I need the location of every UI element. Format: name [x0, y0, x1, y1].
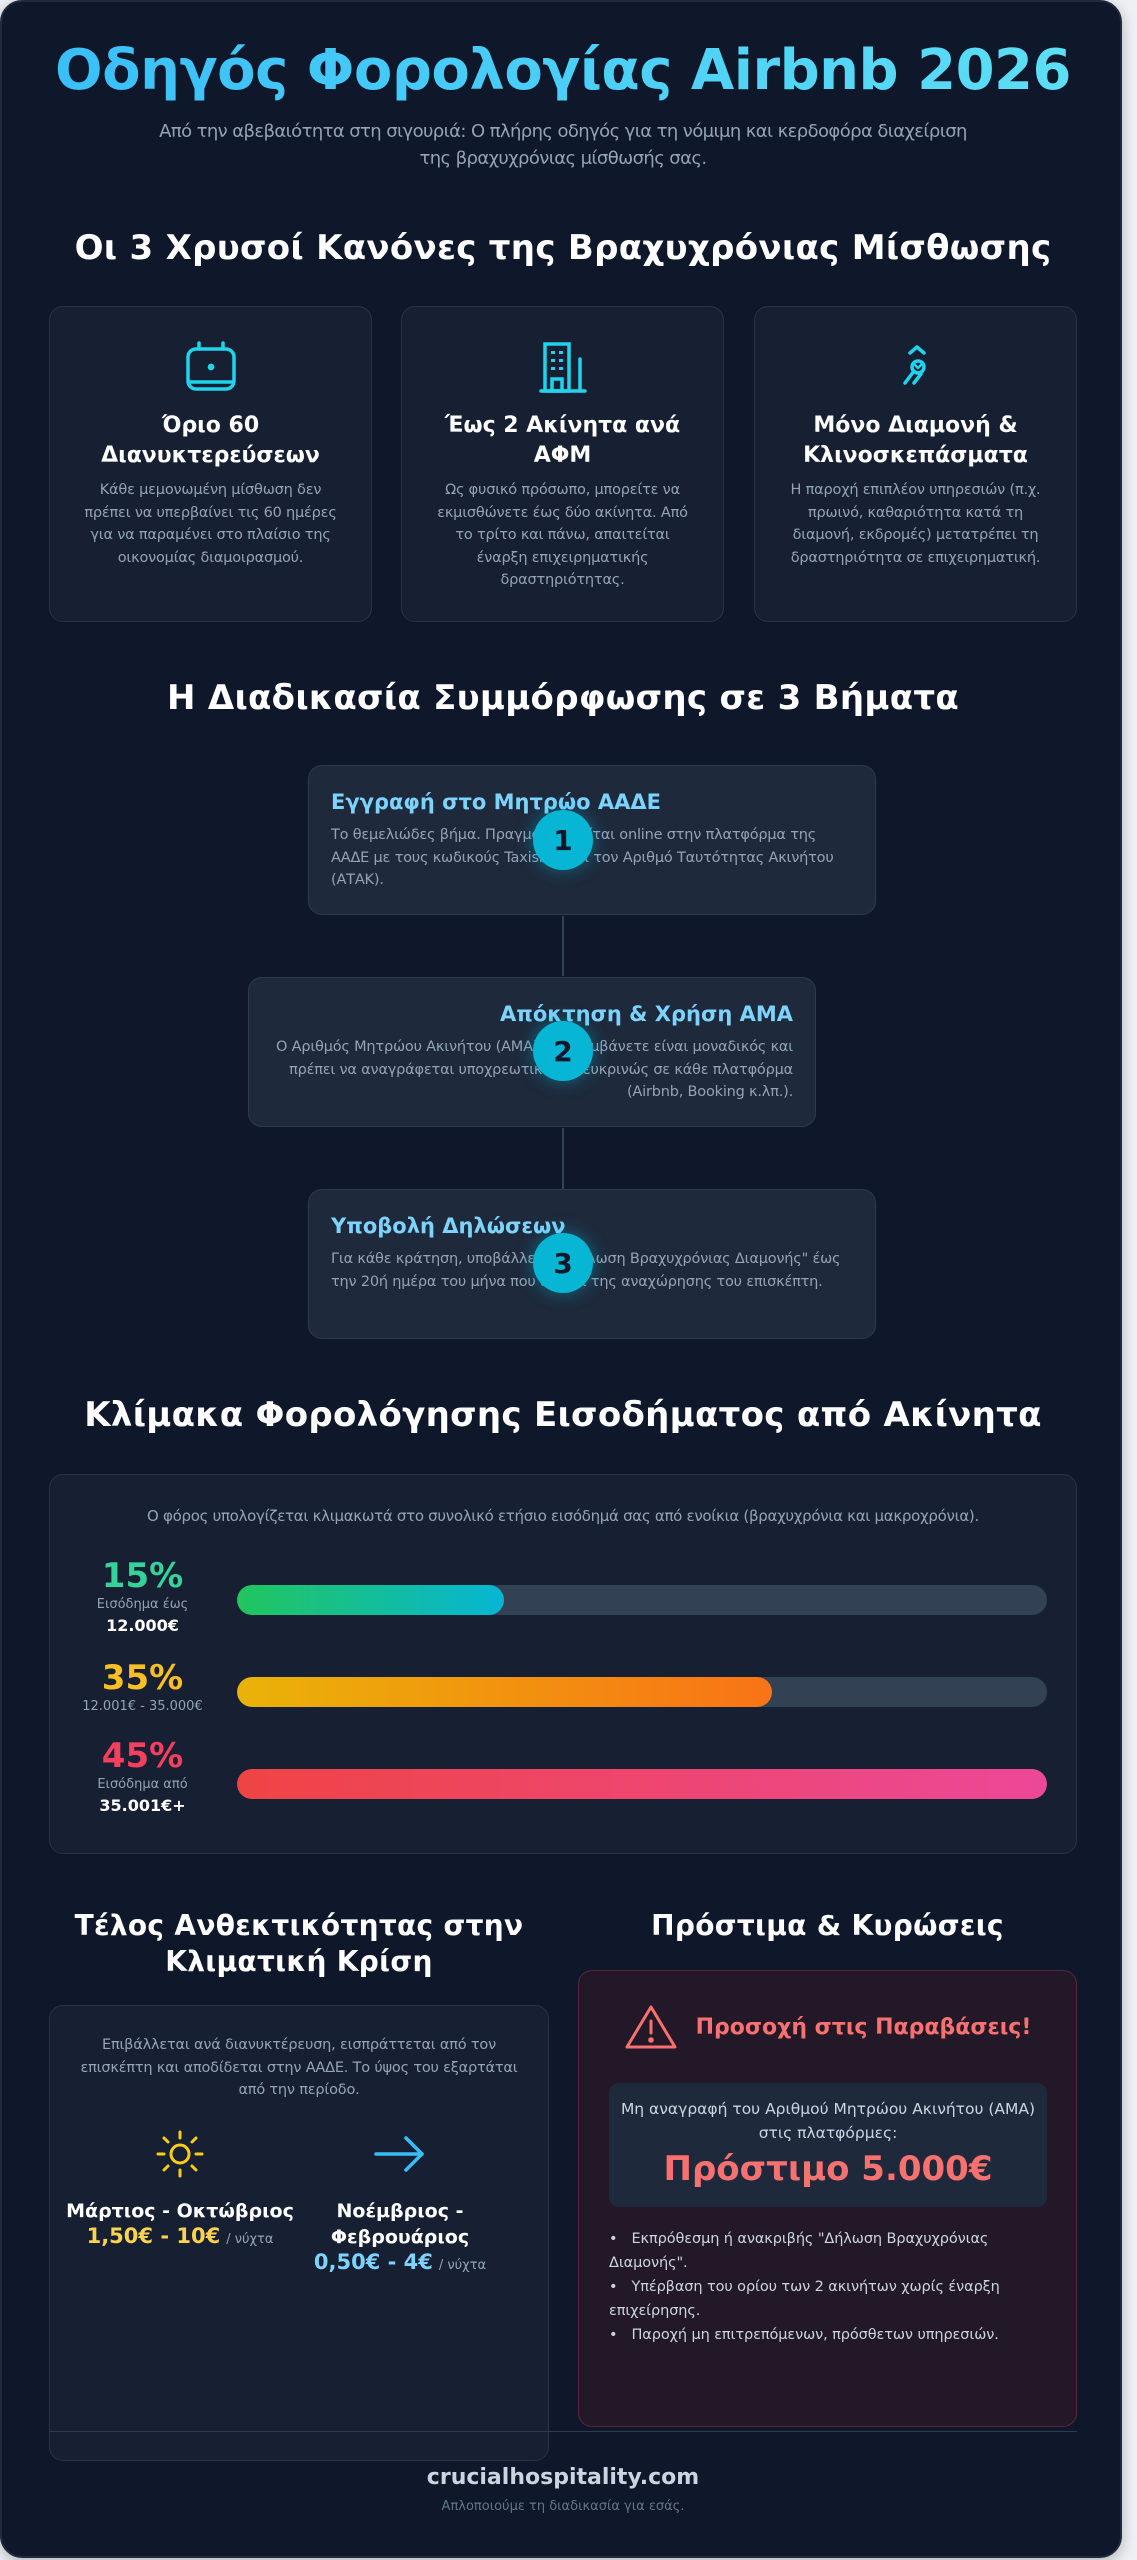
step-text: Ο Αριθμός Μητρώου Ακινήτου (ΑΜΑ) που λαμ…: [275, 1039, 793, 1100]
rule-title: Όριο 60 Διανυκτερεύσεων: [101, 413, 320, 468]
climate-fee-card: Επιβάλλεται ανά διανυκτέρευση, εισπράττε…: [49, 2005, 549, 2461]
step-number-badge: 2: [533, 1021, 593, 1081]
tax-bar-fill-35: [237, 1677, 772, 1707]
season-unit: / νύχτα: [438, 2258, 487, 2273]
tax-bar-track: [237, 1769, 1047, 1799]
violations-list: Εκπρόθεσμη ή ανακριβής "Δήλωση Βραχυχρόν…: [609, 2227, 1049, 2347]
violation-item: Εκπρόθεσμη ή ανακριβής "Δήλωση Βραχυχρόν…: [609, 2227, 1049, 2275]
tax-range: Εισόδημα έως: [96, 1597, 189, 1612]
penalties-card: Προσοχή στις Παραβάσεις! Μη αναγραφή του…: [578, 1970, 1077, 2427]
tax-range: Εισόδημα από: [97, 1777, 188, 1792]
footer-brand-link[interactable]: crucialhospitality.com: [426, 2465, 700, 2490]
tax-bar-fill-45: [237, 1769, 1047, 1799]
rule-text: Κάθε μεμονωμένη μίσθωση δεν πρέπει να υπ…: [84, 482, 337, 566]
season-amount: 1,50€ - 10€: [86, 2224, 221, 2248]
tax-note: Ο φόρος υπολογίζεται κλιμακωτά στο συνολ…: [147, 1507, 979, 1525]
season-price: 1,50€ - 10€ / νύχτα: [60, 2224, 300, 2248]
timeline-connector: [562, 1128, 564, 1190]
footer-divider: [49, 2431, 1077, 2432]
tax-bar-track: [237, 1677, 1047, 1707]
step-title: Εγγραφή στο Μητρώο ΑΑΔΕ: [331, 790, 661, 814]
season-name: Μάρτιος - Οκτώβριος: [66, 2200, 294, 2222]
rule-card-property-limit: Έως 2 Ακίνητα ανά ΑΦΜ Ως φυσικό πρόσωπο,…: [401, 306, 724, 622]
rule-text: Η παροχή επιπλέον υπηρεσιών (π.χ. πρωινό…: [790, 482, 1041, 566]
season-unit: / νύχτα: [226, 2232, 274, 2247]
rule-card-nights-limit: Όριο 60 Διανυκτερεύσεων Κάθε μεμονωμένη …: [49, 306, 372, 622]
rules-section-title: Οι 3 Χρυσοί Κανόνες της Βραχυχρόνιας Μίσ…: [74, 228, 1052, 268]
climate-note: Επιβάλλεται ανά διανυκτέρευση, εισπράττε…: [80, 2037, 518, 2098]
tax-bracket-label-35: 35% 12.001€ - 35.000€: [70, 1659, 215, 1717]
season-price: 0,50€ - 4€ / νύχτα: [280, 2250, 520, 2274]
rule-title: Έως 2 Ακίνητα ανά ΑΦΜ: [444, 413, 681, 468]
season-name: Νοέμβριος - Φεβρουάριος: [330, 2200, 470, 2248]
step-card-ama: Απόκτηση & Χρήση ΑΜΑ Ο Αριθμός Μητρώου Α…: [248, 977, 816, 1127]
sun-icon: [60, 2128, 300, 2184]
violation-item: Παροχή μη επιτρεπόμενων, πρόσθετων υπηρε…: [609, 2323, 1049, 2347]
penalties-section-title: Πρόστιμα & Κυρώσεις: [651, 1909, 1004, 1942]
climate-section-title: Τέλος Ανθεκτικότητας στην Κλιματική Κρίσ…: [74, 1909, 524, 1978]
tax-bracket-label-15: 15% Εισόδημα έως 12.000€: [70, 1557, 215, 1637]
tax-section-title: Κλίμακα Φορολόγησης Εισοδήματος από Ακίν…: [84, 1395, 1042, 1435]
tax-rate: 35%: [101, 1658, 184, 1698]
page-subtitle: Από την αβεβαιότητα στη σιγουριά: Ο πλήρ…: [159, 121, 967, 169]
tax-rate: 15%: [101, 1556, 184, 1596]
tax-range: 12.001€ - 35.000€: [82, 1699, 203, 1714]
fine-description: Μη αναγραφή του Αριθμού Μητρώου Ακινήτου…: [620, 2100, 1036, 2142]
page-title: Οδηγός Φορολογίας Airbnb 2026: [2, 38, 1124, 103]
season-amount: 0,50€ - 4€: [313, 2250, 433, 2274]
step-title: Υποβολή Δηλώσεων: [331, 1214, 566, 1238]
footer-tagline: Απλοποιούμε τη διαδικασία για εσάς.: [441, 2499, 685, 2514]
building-icon: [402, 339, 723, 395]
season-low: Νοέμβριος - Φεβρουάριος 0,50€ - 4€ / νύχτ…: [280, 2128, 520, 2274]
tax-threshold: 35.001€+: [99, 1796, 186, 1815]
home-key-icon: [755, 339, 1076, 395]
rule-card-services-limit: Μόνο Διαμονή & Κλινοσκεπάσματα Η παροχή …: [754, 306, 1077, 622]
step-number-badge: 3: [533, 1233, 593, 1293]
tax-threshold: 12.000€: [106, 1616, 179, 1635]
rule-text: Ως φυσικό πρόσωπο, μπορείτε να εκμισθώνε…: [437, 482, 688, 588]
steps-section-title: Η Διαδικασία Συμμόρφωσης σε 3 Βήματα: [166, 678, 960, 718]
tax-bracket-label-45: 45% Εισόδημα από 35.001€+: [70, 1737, 215, 1817]
step-number-badge: 1: [533, 810, 593, 870]
step-card-register: Εγγραφή στο Μητρώο ΑΑΔΕ Το θεμελιώδες βή…: [308, 765, 876, 915]
timeline-connector: [562, 916, 564, 976]
tax-brackets-card: Ο φόρος υπολογίζεται κλιμακωτά στο συνολ…: [49, 1474, 1077, 1854]
arrow-right-icon: [280, 2128, 520, 2184]
fine-box: Μη αναγραφή του Αριθμού Μητρώου Ακινήτου…: [609, 2083, 1047, 2207]
penalty-alert: Προσοχή στις Παραβάσεις!: [579, 2003, 1076, 2051]
tax-bar-track: [237, 1585, 1047, 1615]
step-title: Απόκτηση & Χρήση ΑΜΑ: [500, 1002, 793, 1026]
warning-icon: [625, 2005, 677, 2049]
tax-rate: 45%: [101, 1736, 184, 1776]
fine-amount: Πρόστιμο 5.000€: [663, 2149, 993, 2189]
calendar-icon: [50, 339, 371, 395]
penalty-alert-text: Προσοχή στις Παραβάσεις!: [695, 2014, 1032, 2040]
violation-item: Υπέρβαση του ορίου των 2 ακινήτων χωρίς …: [609, 2275, 1049, 2323]
season-high: Μάρτιος - Οκτώβριος 1,50€ - 10€ / νύχτα: [60, 2128, 300, 2248]
rule-title: Μόνο Διαμονή & Κλινοσκεπάσματα: [803, 413, 1028, 468]
tax-bar-fill-15: [237, 1585, 505, 1615]
